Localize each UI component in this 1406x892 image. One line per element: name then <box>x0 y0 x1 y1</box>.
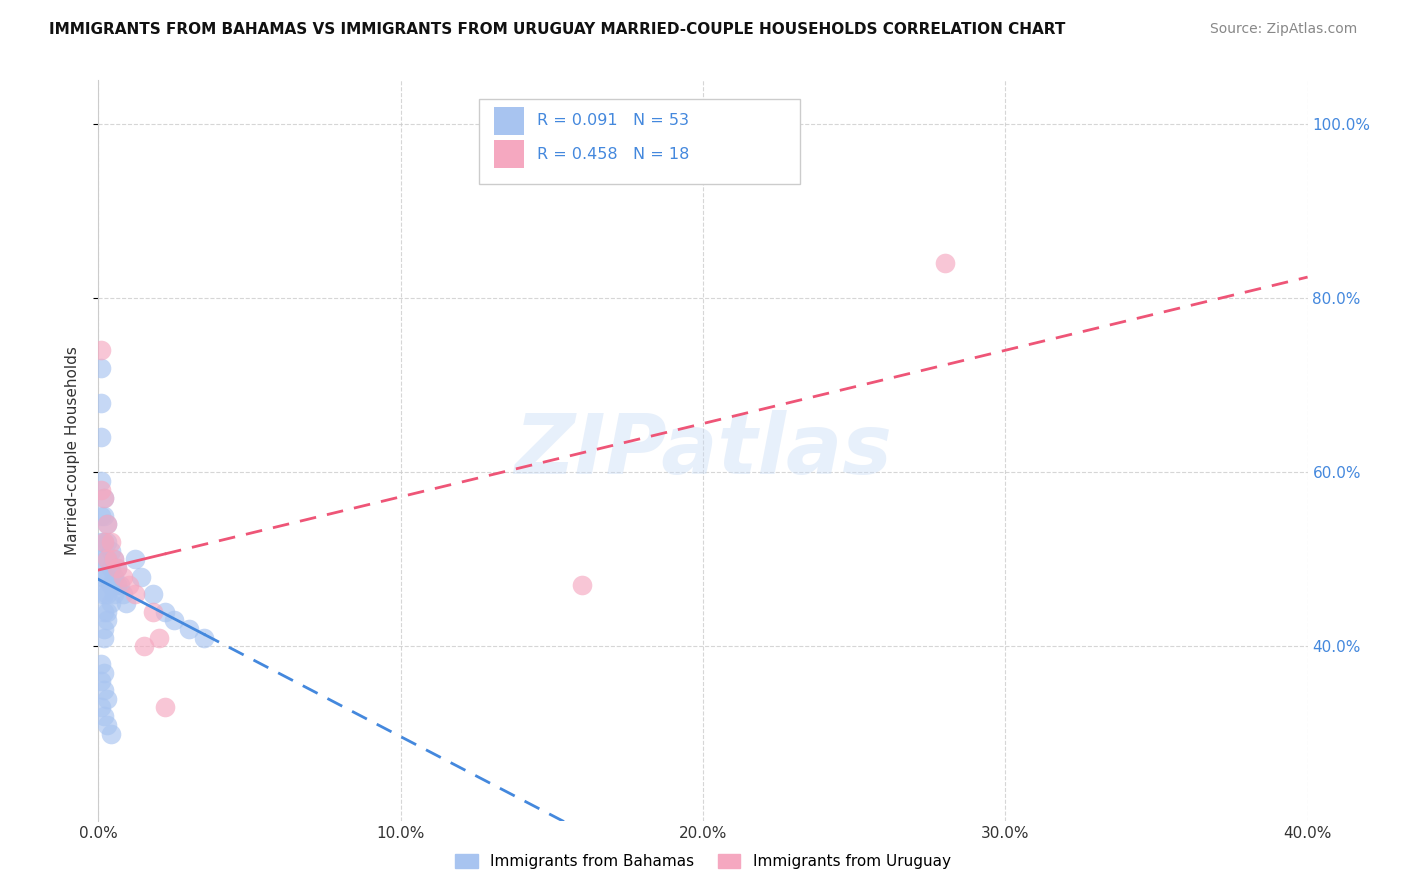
Point <box>93 631 115 645</box>
Point <box>96 552 118 566</box>
Point <box>93 570 115 584</box>
Point <box>96 570 118 584</box>
Point <box>96 517 118 532</box>
FancyBboxPatch shape <box>494 140 524 169</box>
Point <box>100 596 122 610</box>
Point <box>148 631 170 645</box>
Point <box>93 508 115 523</box>
Point <box>111 587 134 601</box>
Point <box>90 674 112 689</box>
Point <box>93 535 115 549</box>
Point <box>93 622 115 636</box>
Point <box>96 552 118 566</box>
Point <box>571 578 593 592</box>
Point <box>153 700 176 714</box>
Point <box>163 613 186 627</box>
Text: ZIPatlas: ZIPatlas <box>515 410 891 491</box>
Point <box>90 535 112 549</box>
Point <box>103 552 125 566</box>
Point <box>93 552 115 566</box>
Point <box>100 535 122 549</box>
Point <box>90 395 112 409</box>
Text: IMMIGRANTS FROM BAHAMAS VS IMMIGRANTS FROM URUGUAY MARRIED-COUPLE HOUSEHOLDS COR: IMMIGRANTS FROM BAHAMAS VS IMMIGRANTS FR… <box>49 22 1066 37</box>
Point <box>93 491 115 506</box>
Point <box>129 570 152 584</box>
Point <box>96 587 118 601</box>
Point <box>100 561 122 575</box>
Point <box>108 578 131 592</box>
Point <box>934 256 956 270</box>
Point <box>93 587 115 601</box>
Point <box>103 570 125 584</box>
Point <box>111 570 134 584</box>
Point <box>124 552 146 566</box>
Point <box>105 561 128 575</box>
Text: R = 0.458   N = 18: R = 0.458 N = 18 <box>537 147 690 161</box>
Point <box>118 578 141 592</box>
Point <box>100 726 122 740</box>
Point <box>153 605 176 619</box>
FancyBboxPatch shape <box>479 99 800 184</box>
Point <box>105 561 128 575</box>
Point <box>90 360 112 375</box>
Point <box>90 343 112 358</box>
Point <box>100 543 122 558</box>
FancyBboxPatch shape <box>494 107 524 135</box>
Point <box>93 535 115 549</box>
Point <box>132 640 155 654</box>
Point <box>93 709 115 723</box>
Point <box>96 718 118 732</box>
Point <box>105 578 128 592</box>
Y-axis label: Married-couple Households: Married-couple Households <box>65 346 80 555</box>
Point <box>90 570 112 584</box>
Point <box>142 587 165 601</box>
Legend: Immigrants from Bahamas, Immigrants from Uruguay: Immigrants from Bahamas, Immigrants from… <box>450 847 956 875</box>
Point <box>96 691 118 706</box>
Point <box>96 535 118 549</box>
Point <box>124 587 146 601</box>
Point <box>90 508 112 523</box>
Point <box>90 657 112 671</box>
Point <box>193 631 215 645</box>
Point <box>100 578 122 592</box>
Point <box>103 552 125 566</box>
Point <box>90 483 112 497</box>
Point <box>93 491 115 506</box>
Point <box>96 605 118 619</box>
Point <box>179 622 201 636</box>
Point <box>90 587 112 601</box>
Point <box>90 552 112 566</box>
Point <box>103 587 125 601</box>
Point <box>90 700 112 714</box>
Text: Source: ZipAtlas.com: Source: ZipAtlas.com <box>1209 22 1357 37</box>
Point <box>114 596 136 610</box>
Point <box>93 683 115 698</box>
Point <box>96 517 118 532</box>
Text: R = 0.091   N = 53: R = 0.091 N = 53 <box>537 113 689 128</box>
Point <box>93 605 115 619</box>
Point <box>90 430 112 444</box>
Point <box>93 665 115 680</box>
Point <box>90 474 112 488</box>
Point <box>142 605 165 619</box>
Point <box>96 613 118 627</box>
